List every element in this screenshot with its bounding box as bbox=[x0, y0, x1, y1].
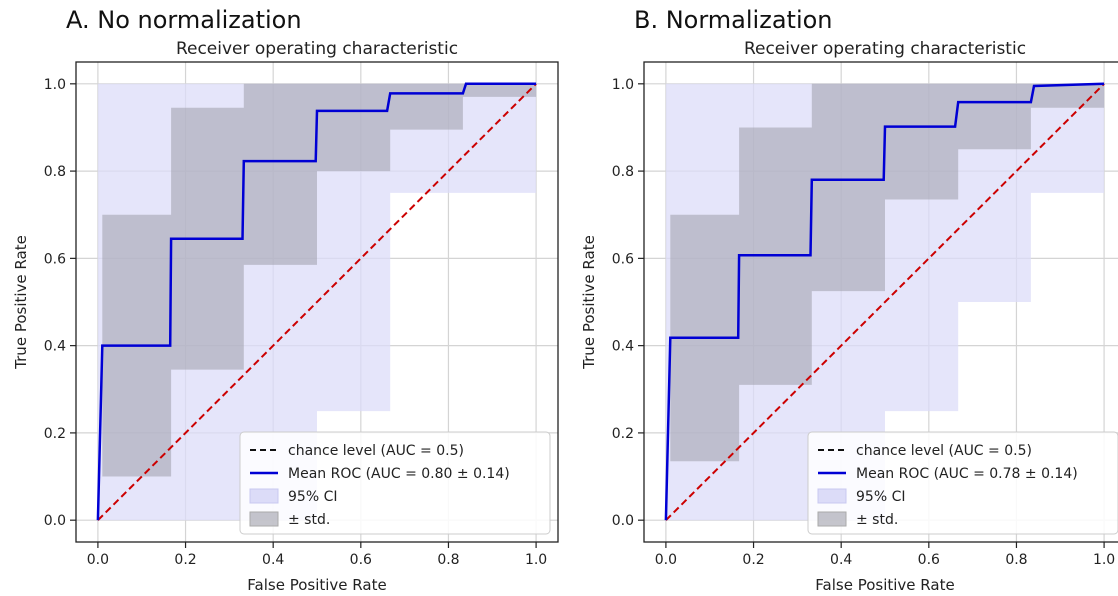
legend-swatch-std bbox=[249, 511, 279, 527]
legend-label: 95% CI bbox=[856, 489, 905, 505]
mean-roc-line bbox=[664, 82, 1105, 521]
y-tick-label: 0.8 bbox=[612, 164, 634, 180]
x-tick-label: 0.0 bbox=[87, 552, 109, 568]
y-tick-label: 0.2 bbox=[612, 426, 634, 442]
panel-no-normalization: A. No normalization Receiver operating c… bbox=[12, 6, 559, 594]
x-tick-label: 0.4 bbox=[830, 552, 852, 568]
panel-label: B. Normalization bbox=[634, 6, 833, 34]
legend-label: ± std. bbox=[288, 512, 330, 528]
legend-swatch-ci bbox=[249, 488, 279, 504]
y-tick-label: 1.0 bbox=[612, 77, 634, 93]
legend-label: 95% CI bbox=[288, 489, 337, 505]
chance-line bbox=[97, 83, 537, 521]
legend-label: ± std. bbox=[856, 512, 898, 528]
std-band bbox=[665, 83, 1105, 521]
panel-normalization: B. Normalization Receiver operating char… bbox=[568, 0, 1118, 596]
x-tick-label: 1.0 bbox=[525, 552, 547, 568]
std-band bbox=[97, 83, 537, 521]
x-tick-label: 1.0 bbox=[1093, 552, 1115, 568]
x-tick-label: 0.2 bbox=[742, 552, 764, 568]
x-tick-label: 0.8 bbox=[437, 552, 459, 568]
legend-label: Mean ROC (AUC = 0.78 ± 0.14) bbox=[856, 466, 1078, 482]
x-axis-label: False Positive Rate bbox=[815, 576, 954, 594]
legend-label: chance level (AUC = 0.5) bbox=[856, 443, 1032, 459]
roc-chart-no-normalization: Receiver operating characteristic 0.0 0.2 0… bbox=[12, 39, 559, 594]
y-axis-label: True Positive Rate bbox=[580, 235, 598, 370]
x-tick-label: 0.2 bbox=[174, 552, 196, 568]
panel-label: A. No normalization bbox=[66, 6, 302, 34]
roc-chart-normalization: Receiver operating characteristic 0.0 0.2 0… bbox=[580, 39, 1118, 594]
y-tick-label: 0.0 bbox=[612, 513, 634, 529]
x-tick-label: 0.6 bbox=[350, 552, 372, 568]
y-tick-label: 0.4 bbox=[44, 339, 66, 355]
chart-title: Receiver operating characteristic bbox=[744, 39, 1026, 59]
x-tick-label: 0.4 bbox=[262, 552, 284, 568]
legend-swatch-std bbox=[817, 511, 847, 527]
y-tick-label: 0.4 bbox=[612, 339, 634, 355]
legend-label: chance level (AUC = 0.5) bbox=[288, 443, 464, 459]
y-tick-label: 0.2 bbox=[44, 426, 66, 442]
legend-box bbox=[807, 431, 1118, 535]
x-axis-label: False Positive Rate bbox=[247, 576, 386, 594]
plot-frame bbox=[75, 61, 559, 543]
legend-swatch-ci bbox=[817, 488, 847, 504]
y-tick-label: 1.0 bbox=[44, 77, 66, 93]
chart-title: Receiver operating characteristic bbox=[176, 39, 458, 59]
y-axis-label: True Positive Rate bbox=[12, 235, 30, 370]
x-tick-label: 0.6 bbox=[918, 552, 940, 568]
y-tick-label: 0.6 bbox=[612, 251, 634, 267]
chance-line bbox=[665, 83, 1105, 521]
legend-box bbox=[239, 431, 551, 535]
y-tick-label: 0.0 bbox=[44, 513, 66, 529]
x-tick-label: 0.0 bbox=[655, 552, 677, 568]
mean-roc-line bbox=[96, 82, 537, 521]
plot-frame bbox=[643, 61, 1118, 543]
y-tick-label: 0.6 bbox=[44, 251, 66, 267]
legend-label: Mean ROC (AUC = 0.80 ± 0.14) bbox=[288, 466, 510, 482]
x-tick-label: 0.8 bbox=[1005, 552, 1027, 568]
y-tick-label: 0.8 bbox=[44, 164, 66, 180]
